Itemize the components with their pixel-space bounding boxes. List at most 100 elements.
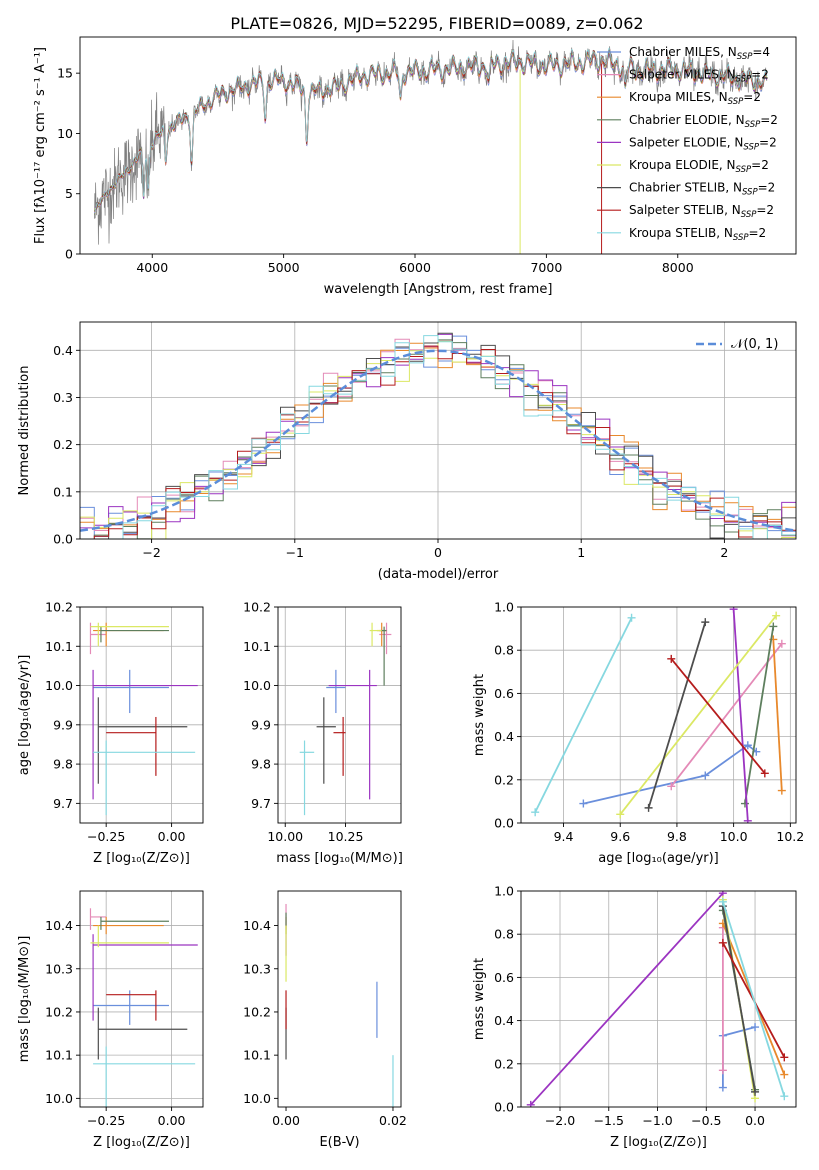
age_vs_Z-axes-frame (79, 606, 204, 824)
weight_vs_age-series-kroupa-stelib-line (534, 617, 633, 813)
weight_vs_age-series-salpeter-miles-line (670, 643, 783, 787)
mass_vs_Z-ytick-label-1: 10.1 (45, 1048, 73, 1063)
residuals-xtick-label-3: 1 (577, 545, 585, 560)
residual-hist-salpeter-stelib (80, 345, 796, 539)
weight_vs_age-series-kroupa-stelib-marker-0 (531, 808, 540, 817)
mass_vs_EBV-xtick-label-1: 0.02 (379, 1113, 407, 1128)
residuals-plot-area (80, 332, 796, 539)
spectrum-axes-frame (79, 36, 797, 255)
legend-label-7: Salpeter STELIB, NSSP=2 (629, 203, 774, 220)
legend-label-5: Kroupa ELODIE, NSSP=2 (629, 158, 769, 175)
weight_vs_age-series-chabrier-stelib-marker-0 (644, 803, 653, 812)
spectrum-xtick-label-2: 6000 (399, 260, 431, 275)
mass_vs_EBV-ytick-label-0: 10.0 (243, 1091, 271, 1106)
age_vs_mass-ytick-label-2: 9.9 (251, 717, 271, 732)
weight_vs_Z-xtick-label-4: 0.0 (745, 1113, 765, 1128)
weight_vs_age-series-salpeter-elodie-marker-0 (729, 607, 738, 614)
age_vs_Z-ytick-label-4: 10.1 (45, 639, 73, 654)
weight_vs_age-series-salpeter-elodie-marker-1 (743, 816, 752, 823)
weight_vs_Z-xtick-label-1: −1.5 (594, 1113, 624, 1128)
weight_vs_age-series-chabrier-stelib-line (647, 621, 707, 809)
residual-hist-kroupa-stelib (80, 335, 796, 539)
mass_vs_Z-plot-area (89, 908, 198, 1107)
mass_vs_Z-xlabel: Z [log₁₀(Z/Z⊙)] (93, 1135, 190, 1150)
mass_vs_Z-ytick-label-3: 10.3 (45, 961, 73, 976)
residuals-ytick-label-1: 0.1 (53, 484, 73, 499)
weight_vs_age-series-salpeter-stelib-marker-0 (667, 654, 676, 663)
weight_vs_age-ytick-label-4: 0.8 (494, 643, 514, 658)
mass_vs_Z-axes-frame (79, 890, 204, 1108)
weight_vs_Z-series-salpeter-elodie-line (530, 892, 724, 1106)
age_vs_mass-xlabel: mass [log₁₀(M/M⊙)] (276, 851, 403, 866)
figure-title: PLATE=0826, MJD=52295, FIBERID=0089, z=0… (230, 14, 643, 33)
spectrum-plot-area (94, 39, 768, 254)
age_vs_mass-axes-frame (277, 606, 402, 824)
spectrum-xtick-label-3: 7000 (530, 260, 562, 275)
spectrum-ytick-label-0: 0 (65, 247, 73, 262)
legend-label-2: Kroupa MILES, NSSP=2 (629, 90, 761, 107)
weight_vs_Z-panel: −2.0 −1.5 −1.0 −0.5 0.0 0.0 0.2 0.4 0.6 0.8 1.0 Z [… (472, 884, 797, 1150)
mass_vs_Z-ytick-label-4: 10.4 (45, 918, 73, 933)
spectrum-xtick-label-4: 8000 (662, 260, 694, 275)
age_vs_mass-xtick-label-1: 10.25 (328, 829, 364, 844)
mass_vs_Z-xtick-label-0: −0.25 (87, 1113, 125, 1128)
weight_vs_Z-plot-area (526, 891, 789, 1107)
weight_vs_age-panel: 9.4 9.6 9.8 10.0 10.2 0.0 0.2 0.4 0.6 0.8 1.0 age [… (472, 600, 804, 867)
spectrum-ytick-label-2: 10 (57, 126, 73, 141)
weight_vs_age-series-chabrier-stelib-marker-1 (701, 618, 710, 627)
weight_vs_age-series-kroupa-elodie-marker-0 (616, 810, 625, 819)
weight_vs_age-series-kroupa-miles-line (772, 639, 783, 791)
age_vs_mass-ytick-label-1: 9.8 (251, 757, 271, 772)
weight_vs_age-series-chabrier-miles-marker-1 (701, 771, 710, 780)
age_vs_Z-ylabel: age [log₁₀(age/yr)] (17, 655, 32, 776)
age_vs_Z-ytick-label-3: 10.0 (45, 678, 73, 693)
weight_vs_age-ytick-label-0: 0.0 (494, 816, 514, 831)
weight_vs_Z-series-salpeter-stelib-marker-0 (718, 938, 727, 947)
mass_vs_EBV-ytick-label-3: 10.3 (243, 961, 271, 976)
weight_vs_Z-ytick-label-1: 0.2 (494, 1056, 514, 1071)
mass_vs_Z-panel: −0.25 0.00 10.0 10.1 10.2 10.3 10.4 Z [log₁₀(Z/… (17, 890, 204, 1150)
residual-legend-label: 𝒩(0, 1) (731, 337, 778, 352)
weight_vs_Z-series-chabrier-stelib-marker-1 (751, 1087, 760, 1096)
spectrum-xtick-label-0: 4000 (136, 260, 168, 275)
weight_vs_Z-series-kroupa-stelib-line (722, 901, 786, 1097)
mass_vs_EBV-ytick-label-1: 10.1 (243, 1048, 271, 1063)
legend-label-6: Chabrier STELIB, NSSP=2 (629, 181, 775, 198)
weight_vs_age-series-kroupa-elodie-line (619, 615, 777, 815)
residuals-xlabel: (data-model)/error (378, 567, 499, 582)
mass_vs_EBV-ytick-label-4: 10.4 (243, 918, 271, 933)
mass_vs_Z-ytick-label-0: 10.0 (45, 1091, 73, 1106)
spectrum-ytick-label-3: 15 (57, 66, 73, 81)
weight_vs_Z-series-chabrier-miles-marker-2 (751, 1023, 760, 1032)
weight_vs_age-xtick-label-1: 9.6 (610, 829, 630, 844)
mass_vs_EBV-panel: 0.00 0.02 10.0 10.1 10.2 10.3 10.4 E(B-V) (243, 890, 407, 1150)
weight_vs_age-ytick-label-1: 0.2 (494, 772, 514, 787)
age_vs_mass-ytick-label-3: 10.0 (243, 678, 271, 693)
weight_vs_age-series-chabrier-miles-marker-2 (743, 741, 752, 750)
residuals-ytick-label-4: 0.4 (53, 343, 73, 358)
legend-label-0: Chabrier MILES, NSSP=4 (629, 45, 770, 62)
weight_vs_Z-xtick-label-2: −1.0 (642, 1113, 672, 1128)
mass_vs_EBV-xlabel: E(B-V) (319, 1135, 359, 1150)
mass_vs_EBV-axes-frame (277, 890, 402, 1108)
mass_vs_Z-xtick-label-1: 0.00 (158, 1113, 186, 1128)
weight_vs_Z-ytick-label-3: 0.6 (494, 970, 514, 985)
weight_vs_age-series-salpeter-stelib-line (670, 658, 766, 774)
age_vs_mass-ytick-label-5: 10.2 (243, 600, 271, 615)
weight_vs_Z-series-salpeter-miles-marker-0 (718, 1066, 727, 1075)
age_vs_Z-ytick-label-0: 9.7 (53, 796, 73, 811)
weight_vs_age-series-salpeter-elodie-line (732, 609, 749, 821)
weight_vs_Z-ytick-label-4: 0.8 (494, 927, 514, 942)
weight_vs_age-series-kroupa-elodie-marker-1 (772, 611, 781, 620)
age_vs_Z-panel: −0.25 0.00 9.7 9.8 9.9 10.0 10.1 10.2 Z [log₁₀(Z… (17, 600, 204, 866)
spectrum-ylabel: Flux [fλ10⁻¹⁷ erg cm⁻² s⁻¹ A⁻¹] (33, 47, 48, 244)
age_vs_Z-plot-area (89, 622, 198, 816)
legend-label-1: Salpeter MILES, NSSP=2 (629, 68, 769, 85)
residuals-ytick-label-2: 0.2 (53, 437, 73, 452)
residuals-xtick-label-0: −2 (142, 545, 160, 560)
age_vs_Z-xtick-label-0: −0.25 (87, 829, 125, 844)
weight_vs_age-series-chabrier-miles-line (583, 744, 757, 805)
spectrum-xlabel: wavelength [Angstrom, rest frame] (324, 282, 553, 297)
weight_vs_age-axes-frame (520, 606, 797, 824)
